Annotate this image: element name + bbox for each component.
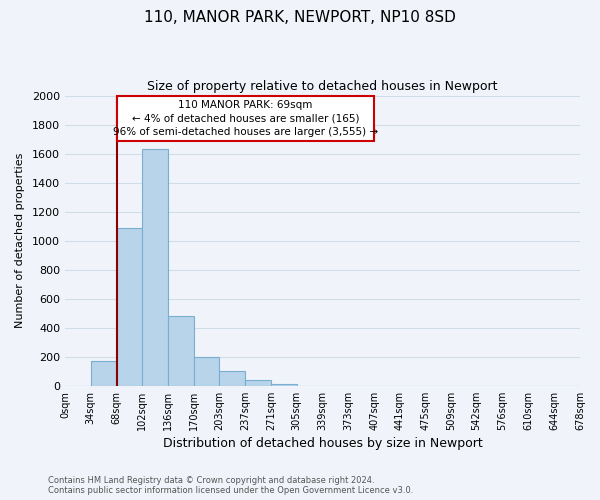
Text: 110, MANOR PARK, NEWPORT, NP10 8SD: 110, MANOR PARK, NEWPORT, NP10 8SD [144, 10, 456, 25]
Bar [142, 150, 168, 386]
Text: ← 4% of detached houses are smaller (165): ← 4% of detached houses are smaller (165… [131, 114, 359, 124]
Text: 110 MANOR PARK: 69sqm: 110 MANOR PARK: 69sqm [178, 100, 313, 110]
Bar [116, 228, 142, 386]
Y-axis label: Number of detached properties: Number of detached properties [15, 153, 25, 328]
Text: Contains HM Land Registry data © Crown copyright and database right 2024.
Contai: Contains HM Land Registry data © Crown c… [48, 476, 413, 495]
Bar [168, 316, 194, 386]
Text: 96% of semi-detached houses are larger (3,555) →: 96% of semi-detached houses are larger (… [113, 126, 378, 136]
Bar [219, 372, 245, 386]
Bar [271, 384, 296, 386]
Bar [245, 380, 271, 386]
Bar [91, 361, 116, 386]
Title: Size of property relative to detached houses in Newport: Size of property relative to detached ho… [147, 80, 498, 93]
X-axis label: Distribution of detached houses by size in Newport: Distribution of detached houses by size … [163, 437, 482, 450]
Bar [194, 357, 219, 386]
FancyBboxPatch shape [116, 96, 374, 140]
